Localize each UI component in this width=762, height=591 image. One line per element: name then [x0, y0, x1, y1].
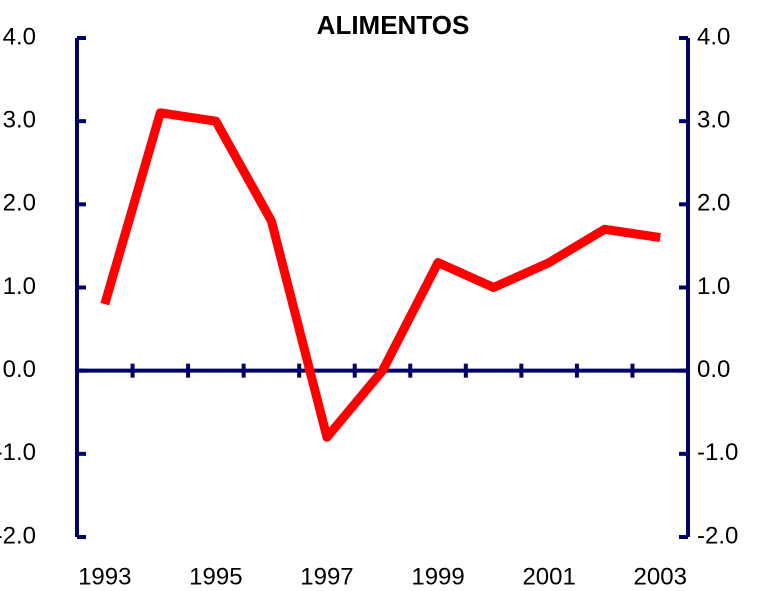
x-tick-label: 2003 — [634, 563, 687, 590]
y2-tick-label: 0.0 — [697, 356, 730, 383]
y-tick-label: 0.0 — [3, 356, 36, 383]
x-tick-label: 1999 — [411, 563, 464, 590]
x-tick-label: 2001 — [522, 563, 575, 590]
y2-tick-label: -2.0 — [697, 522, 738, 549]
y2-tick-label: 3.0 — [697, 107, 730, 134]
y2-tick-label: 4.0 — [697, 23, 730, 50]
x-tick-label: 1995 — [189, 563, 242, 590]
y2-tick-label: -1.0 — [697, 439, 738, 466]
x-tick-label: 1997 — [300, 563, 353, 590]
y-tick-label: -1.0 — [0, 439, 36, 466]
y-tick-label: 2.0 — [3, 190, 36, 217]
x-tick-label: 1993 — [78, 563, 131, 590]
y-tick-label: 1.0 — [3, 273, 36, 300]
y2-tick-label: 2.0 — [697, 190, 730, 217]
chart-title: ALIMENTOS — [317, 10, 470, 40]
y-tick-label: 3.0 — [3, 107, 36, 134]
y-tick-label: -2.0 — [0, 522, 36, 549]
y2-tick-label: 1.0 — [697, 273, 730, 300]
y-tick-label: 4.0 — [3, 23, 36, 50]
data-line — [100, 108, 661, 442]
